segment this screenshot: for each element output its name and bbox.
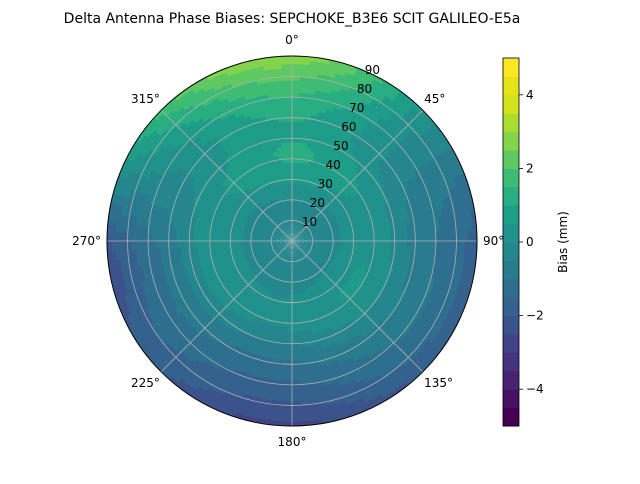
chart-title: Delta Antenna Phase Biases: SEPCHOKE_B3E… [64,11,521,27]
